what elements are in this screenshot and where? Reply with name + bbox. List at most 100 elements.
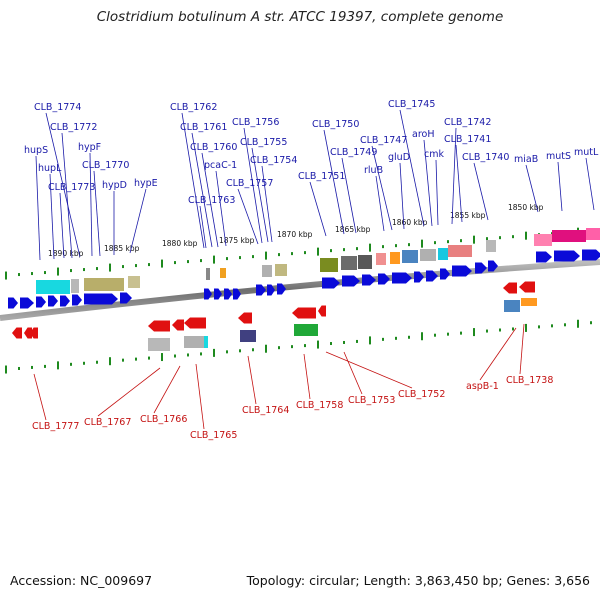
reverse-gene-label: CLB_1758 <box>296 400 343 411</box>
leader-line <box>303 353 311 400</box>
forward-gene-label: CLB_1751 <box>298 171 345 182</box>
forward-gene-label: CLB_1742 <box>444 117 491 128</box>
reverse-gene-arrow <box>503 282 517 294</box>
reverse-gene-label: CLB_1738 <box>506 375 553 386</box>
forward-gene-label: hypD <box>102 180 127 191</box>
forward-gene-label: CLB_1750 <box>312 119 359 130</box>
leader-line <box>455 144 463 223</box>
reverse-gene-arrow <box>172 319 184 331</box>
leader-line <box>35 155 41 261</box>
forward-feature-box <box>420 249 436 261</box>
kbp-label: 1855 kbp <box>450 211 486 220</box>
kbp-labels: 1890 kbp 1885 kbp 1880 kbp 1875 kbp 1870 kbp… <box>48 203 544 258</box>
leader-line <box>191 132 213 248</box>
reverse-feature-box <box>240 330 256 342</box>
leader-line <box>375 175 385 232</box>
leader-line <box>93 170 101 257</box>
forward-gene-arrow <box>342 275 360 287</box>
forward-feature-box <box>341 256 357 270</box>
forward-feature-box <box>262 265 272 277</box>
reverse-gene-arrow <box>24 327 32 339</box>
forward-gene-label: cmk <box>424 149 444 160</box>
forward-gene-label: rluB <box>364 165 383 176</box>
forward-gene-label: hypE <box>134 178 158 189</box>
forward-gene-arrow <box>20 297 34 309</box>
forward-gene-label: CLB_1762 <box>170 102 217 113</box>
forward-gene-arrow <box>362 274 376 286</box>
forward-gene-arrow <box>84 293 118 305</box>
forward-gene-label: hupL <box>38 163 62 174</box>
forward-feature-box <box>552 230 586 242</box>
leader-line <box>251 147 269 243</box>
forward-gene-arrow <box>475 262 487 274</box>
forward-gene-label: aroH <box>412 129 434 140</box>
forward-gene-arrow <box>440 268 450 280</box>
kbp-label: 1865 kbp <box>335 225 371 234</box>
forward-feature-box <box>402 250 418 263</box>
reverse-gene-label: CLB_1765 <box>190 430 237 441</box>
leader-line <box>343 351 363 395</box>
leader-line <box>325 351 413 389</box>
leader-line <box>33 373 47 421</box>
reverse-gene-label: CLB_1767 <box>84 417 131 428</box>
forward-gene-arrow <box>204 288 212 300</box>
leader-line <box>247 355 257 405</box>
accession-text: Accession: NC_009697 <box>10 573 153 588</box>
forward-gene-label: mutL <box>574 147 599 158</box>
forward-gene-label: CLB_1747 <box>360 135 407 146</box>
forward-gene-arrow <box>414 271 424 283</box>
forward-gene-label: pcaC-1 <box>204 160 237 171</box>
forward-gene-arrow <box>72 294 82 306</box>
reverse-feature-box <box>148 338 170 351</box>
leader-line <box>525 164 539 213</box>
reverse-gene-label: CLB_1752 <box>398 389 445 400</box>
leader-line <box>451 127 457 225</box>
forward-feature-box <box>358 255 372 269</box>
forward-gene-arrow <box>8 297 18 309</box>
leader-line <box>201 152 219 248</box>
forward-feature-box <box>586 228 600 240</box>
reverse-feature-box <box>504 300 520 312</box>
forward-gene-arrow <box>392 272 412 284</box>
forward-feature-box <box>206 268 210 280</box>
forward-gene-label: CLB_1770 <box>82 160 129 171</box>
reverse-gene-label: CLB_1753 <box>348 395 395 406</box>
reverse-gene-label: CLB_1764 <box>242 405 289 416</box>
leader-line <box>423 139 433 227</box>
reverse-gene-arrow <box>318 305 326 317</box>
forward-gene-label: CLB_1772 <box>50 122 97 133</box>
forward-gene-label: miaB <box>514 154 538 165</box>
forward-gene-label: hypF <box>78 142 101 153</box>
forward-feature-box <box>534 234 552 246</box>
forward-gene-arrow <box>36 296 46 308</box>
forward-gene-arrow <box>322 277 340 289</box>
kbp-label: 1890 kbp <box>48 249 84 258</box>
leader-line <box>473 162 489 221</box>
forward-gene-label: CLB_1761 <box>180 122 227 133</box>
forward-feature-box <box>71 279 79 293</box>
forward-gene-label: CLB_1763 <box>188 195 235 206</box>
reverse-gene-label: CLB_1777 <box>32 421 79 432</box>
genome-backbone <box>0 259 600 321</box>
leader-line <box>237 188 259 245</box>
reverse-gene-arrow <box>12 327 22 339</box>
reverse-feature-box <box>294 324 318 336</box>
reverse-gene-arrow <box>30 327 38 339</box>
forward-gene-label: CLB_1757 <box>226 178 273 189</box>
reverse-feature-box <box>184 336 208 348</box>
forward-gene-label: CLB_1756 <box>232 117 279 128</box>
genome-summary-text: Topology: circular; Length: 3,863,450 bp… <box>246 573 590 588</box>
leader-line <box>89 152 93 257</box>
leader-line <box>479 327 517 381</box>
forward-strand-features <box>8 228 600 309</box>
forward-gene-arrow <box>233 288 241 300</box>
kbp-label: 1875 kbp <box>219 236 255 245</box>
forward-gene-arrow <box>256 284 266 296</box>
leader-line <box>341 157 357 234</box>
genome-title: Clostridium botulinum A str. ATCC 19397,… <box>96 9 504 25</box>
forward-gene-label: gluD <box>388 152 410 163</box>
forward-gene-label: CLB_1773 <box>48 182 95 193</box>
forward-feature-box <box>275 264 287 276</box>
reverse-strand-features <box>12 281 537 351</box>
